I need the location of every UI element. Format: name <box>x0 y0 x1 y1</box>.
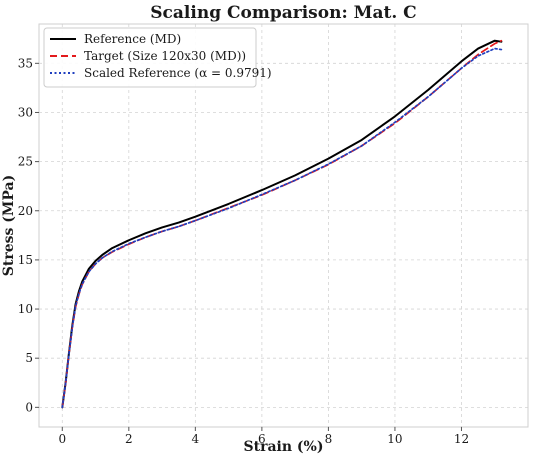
legend-label: Reference (MD) <box>84 32 181 46</box>
chart-title: Scaling Comparison: Mat. C <box>150 3 416 23</box>
legend-label: Scaled Reference (α = 0.9791) <box>84 66 272 80</box>
legend-item: Scaled Reference (α = 0.9791) <box>50 66 272 80</box>
y-tick-label: 35 <box>18 56 33 70</box>
plot-frame <box>38 23 529 428</box>
x-tick-label: 0 <box>58 432 66 446</box>
x-axis-label: Strain (%) <box>244 439 324 455</box>
legend: Reference (MD) Target (Size 120x30 (MD)) S… <box>43 27 272 88</box>
x-tick-label: 2 <box>125 432 133 446</box>
y-tick-label: 0 <box>25 400 33 414</box>
y-tick-label: 10 <box>18 302 33 316</box>
y-tick-label: 20 <box>18 204 33 218</box>
series-line-2 <box>61 39 503 409</box>
legend-box <box>43 27 257 88</box>
x-tick-label: 10 <box>387 432 402 446</box>
series-lines <box>61 39 503 409</box>
legend-item: Target (Size 120x30 (MD)) <box>50 49 246 63</box>
y-tick-label: 30 <box>18 105 33 119</box>
series-line-1 <box>61 39 503 409</box>
grid <box>39 24 528 427</box>
legend-item: Reference (MD) <box>50 32 181 46</box>
x-tick-label: 12 <box>454 432 469 446</box>
x-tick-label: 8 <box>325 432 333 446</box>
y-axis-label: Stress (MPa) <box>1 175 17 276</box>
legend-label: Target (Size 120x30 (MD)) <box>84 49 246 63</box>
series-line-3 <box>61 47 503 409</box>
x-tick-label: 6 <box>258 432 266 446</box>
y-tick-label: 5 <box>25 351 33 365</box>
y-tick-label: 25 <box>18 155 33 169</box>
y-tick-label: 15 <box>18 253 33 267</box>
x-tick-label: 4 <box>192 432 200 446</box>
axis-ticks: 0 2 4 6 8 10 12 0 5 10 15 20 25 30 35 <box>18 56 469 446</box>
